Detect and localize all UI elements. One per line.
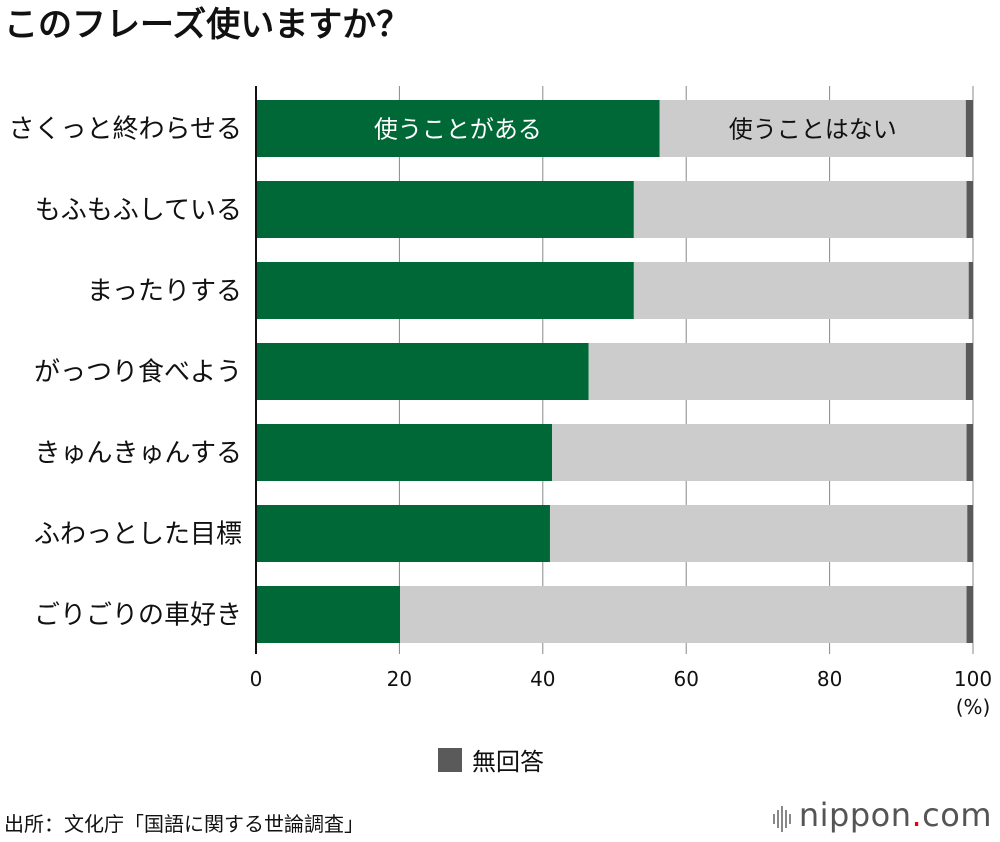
category-label: さくっと終わらせる — [9, 115, 242, 145]
x-tick-label: 60 — [673, 667, 698, 691]
logo-suffix: com — [922, 796, 992, 834]
logo-mark-icon — [772, 798, 793, 836]
bar-no-answer — [965, 100, 973, 157]
legend-label-no-answer: 無回答 — [472, 748, 544, 776]
bars-layer — [256, 100, 973, 643]
bar-no-answer — [966, 181, 973, 238]
bar-not-use — [633, 262, 969, 319]
category-label: まったりする — [87, 277, 242, 307]
bar-no-answer — [965, 343, 973, 400]
logo-name: nippon — [798, 796, 912, 834]
x-tick-label: 40 — [530, 667, 555, 691]
bar-use — [256, 343, 589, 400]
category-label: ふわっとした目標 — [34, 520, 242, 550]
bar-no-answer — [966, 424, 973, 481]
bar-not-use — [633, 181, 967, 238]
bar-no-answer — [966, 586, 973, 643]
category-label: もふもふしている — [35, 196, 242, 226]
bar-use — [256, 181, 634, 238]
category-label: ごりごりの車好き — [34, 601, 242, 631]
category-label: きゅんきゅんする — [35, 439, 242, 469]
x-tick-label: 0 — [250, 667, 263, 691]
bar-use — [256, 262, 634, 319]
x-tick-label: 20 — [387, 667, 412, 691]
x-tick-label: 100 — [954, 667, 992, 691]
bar-no-answer — [968, 262, 973, 319]
logo-dot: . — [911, 796, 923, 834]
bar-use — [256, 100, 660, 157]
x-unit-label: (%) — [956, 695, 991, 719]
bar-use — [256, 505, 550, 562]
bar-not-use — [400, 586, 967, 643]
bar-not-use — [552, 424, 967, 481]
segment-label-not-use: 使うことはない — [729, 116, 897, 144]
bar-not-use — [549, 505, 968, 562]
tick-labels: 0 20 40 60 80 100 — [250, 667, 992, 691]
nippon-logo: nippon.com — [772, 796, 992, 836]
segment-label-use: 使うことがある — [374, 116, 542, 144]
bar-use — [256, 424, 553, 481]
bar-not-use — [588, 343, 966, 400]
x-tick-label: 80 — [817, 667, 842, 691]
source-note: 出所：文化庁「国語に関する世論調査」 — [4, 812, 364, 836]
chart-title: このフレーズ使いますか？ — [4, 5, 411, 45]
bar-use — [256, 586, 401, 643]
legend: 無回答 — [438, 742, 544, 777]
bar-not-use — [659, 100, 966, 157]
category-labels: さくっと終わらせるもふもふしているまったりするがっつり食べようきゅんきゅんするふ… — [9, 115, 242, 631]
legend-swatch-no-answer — [438, 747, 462, 772]
category-label: がっつり食べよう — [34, 358, 242, 388]
bar-no-answer — [967, 505, 973, 562]
